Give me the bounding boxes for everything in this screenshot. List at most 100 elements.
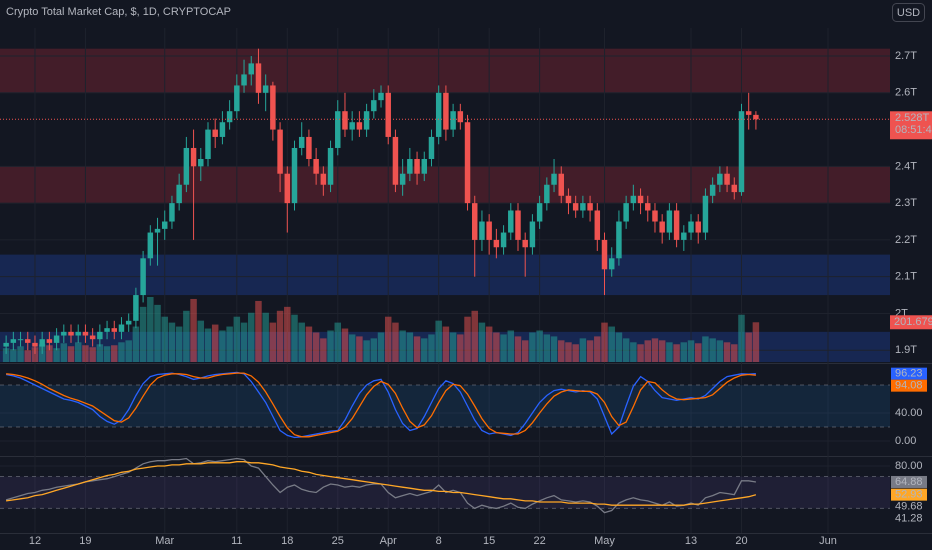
volume-bar: [111, 345, 118, 362]
candle-body: [298, 136, 305, 148]
y-tick-label: 1.9T: [895, 344, 917, 356]
volume-bar: [680, 342, 688, 362]
candle-body: [486, 221, 492, 240]
volume-bar: [132, 326, 140, 362]
y-tick-label: 0.00: [895, 435, 916, 447]
candle-body: [709, 184, 716, 196]
volume-bar: [594, 336, 601, 362]
candle-body: [68, 331, 74, 336]
candle-body: [558, 173, 564, 196]
currency-button-frame[interactable]: [892, 3, 925, 22]
x-tick-label: 11: [231, 535, 242, 547]
volume-bar: [204, 328, 212, 362]
candle-body: [327, 147, 334, 185]
candle-body: [161, 221, 168, 229]
volume-bar: [464, 316, 471, 362]
volume-bar: [572, 344, 579, 362]
candle-body: [75, 331, 81, 336]
candle-body: [551, 173, 557, 185]
volume-bar: [413, 336, 421, 362]
candle-body: [183, 147, 190, 185]
y-tick-label: 40.00: [895, 407, 923, 419]
candle-body: [724, 173, 730, 185]
volume-bar: [738, 314, 745, 362]
volume-bar: [500, 334, 507, 362]
volume-bar: [240, 322, 248, 362]
volume-bar: [161, 316, 168, 362]
candle-body: [198, 159, 204, 167]
y-tick-label: 2.7T: [895, 50, 917, 62]
candle-body: [479, 221, 485, 240]
candle-body: [291, 147, 298, 204]
candle-body: [608, 258, 615, 270]
volume-bar: [529, 332, 536, 362]
volume-bar: [651, 338, 659, 362]
y-tick-label: 2.2T: [895, 234, 917, 246]
volume-bar: [183, 310, 190, 362]
candle-body: [738, 111, 745, 193]
y-tick-label: 2.1T: [895, 271, 917, 283]
volume-bar: [334, 322, 342, 362]
candle-body: [169, 203, 175, 222]
volume-bar: [622, 338, 630, 362]
volume-bar: [67, 346, 75, 362]
countdown: 08:51:46: [895, 124, 932, 136]
candle-body: [342, 111, 348, 130]
volume-bar: [752, 322, 760, 362]
volume-bar: [154, 304, 161, 362]
indicator-line: [6, 372, 756, 438]
candle-body: [219, 122, 226, 137]
candle-body: [125, 320, 132, 325]
candle-body: [666, 210, 673, 233]
x-tick-label: 13: [685, 535, 697, 547]
volume-bar: [24, 350, 32, 362]
volume-bar: [211, 324, 219, 362]
x-tick-label: 15: [483, 535, 495, 547]
candle-body: [702, 195, 709, 233]
candle-body: [3, 342, 9, 347]
candle-body: [118, 324, 125, 332]
candle-body: [205, 129, 211, 160]
value-label-bg: [891, 475, 927, 488]
volume-bar: [125, 340, 132, 362]
candle-body: [688, 221, 694, 233]
volume-bar: [197, 320, 205, 362]
candle-body: [284, 173, 291, 204]
volume-bar: [46, 345, 53, 362]
volume-bar: [630, 342, 637, 362]
candle-body: [147, 232, 154, 259]
candle-body: [745, 111, 752, 115]
candle-body: [414, 159, 420, 174]
candle-body: [529, 221, 536, 248]
volume-bar: [428, 334, 435, 362]
volume-bar: [363, 340, 370, 362]
volume-bar: [673, 344, 680, 362]
volume-bar: [219, 330, 226, 362]
x-tick-label: May: [594, 535, 615, 547]
candles: [0, 48, 890, 354]
volume-bar: [507, 330, 515, 362]
candle-body: [82, 331, 89, 336]
value-label-bg: [891, 367, 927, 380]
volume-bar: [658, 340, 666, 362]
candle-body: [277, 129, 283, 174]
volume-bar: [637, 344, 644, 362]
candle-body: [493, 239, 500, 248]
volume-bar: [103, 346, 111, 362]
candle-body: [154, 228, 161, 233]
volume-bar: [493, 332, 500, 362]
volume-bar: [745, 332, 752, 362]
candle-body: [695, 221, 701, 233]
volume: [2, 297, 760, 362]
candle-body: [17, 339, 24, 341]
currency-button[interactable]: USD: [897, 7, 920, 19]
x-tick-label: 22: [533, 535, 545, 547]
volume-bar: [175, 326, 183, 362]
volume-bar: [276, 310, 284, 362]
y-tick-label: 80.00: [895, 460, 923, 472]
candle-body: [363, 111, 370, 130]
candle-body: [435, 92, 442, 137]
volume-bar: [96, 344, 104, 362]
